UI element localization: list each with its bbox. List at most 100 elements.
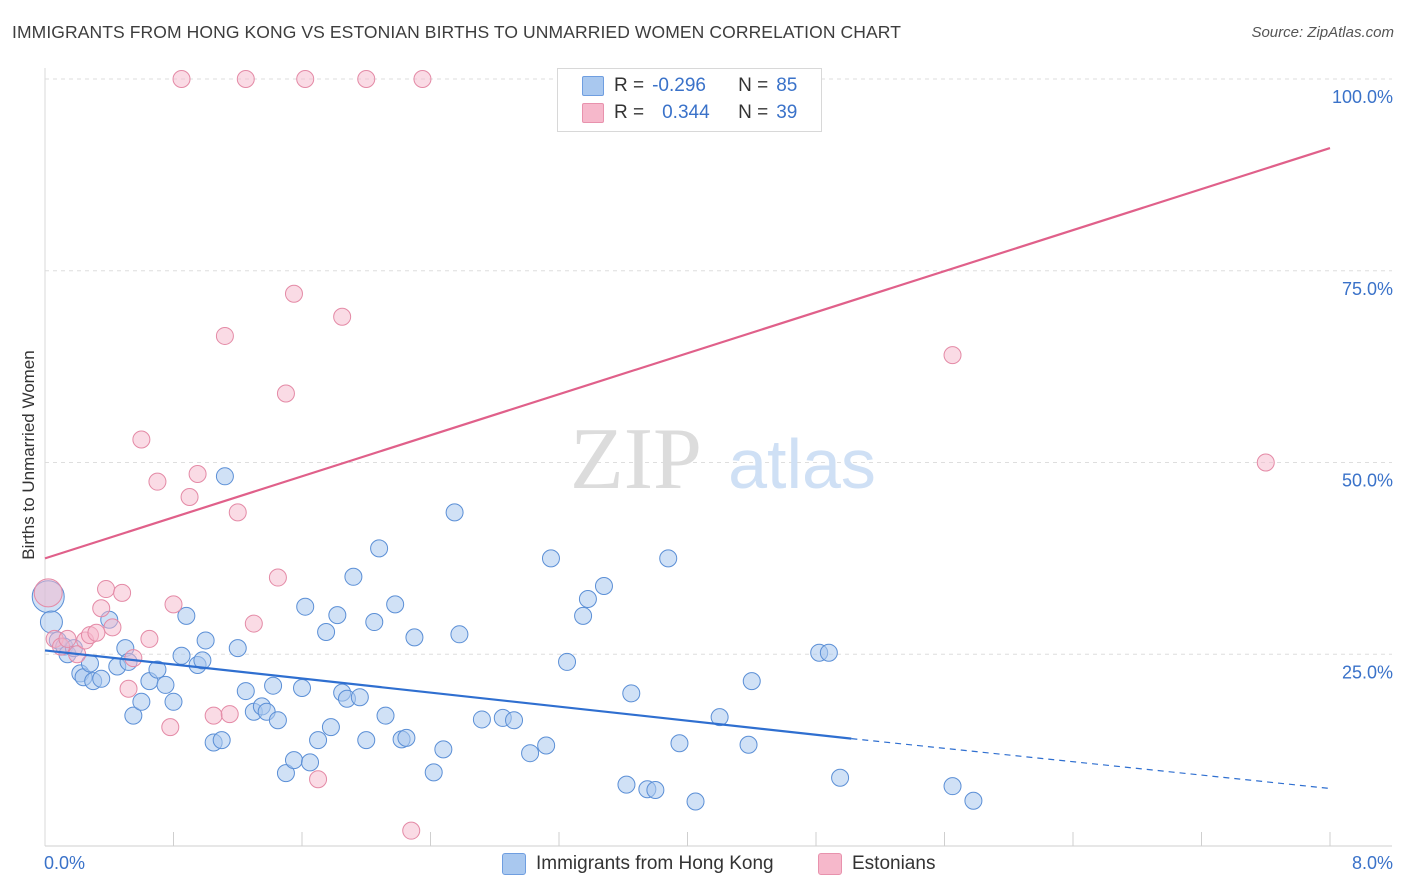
x-tick-label: 0.0% <box>44 853 85 873</box>
legend-swatch-pink <box>582 103 604 123</box>
bottom-legend-estonians: Estonians <box>818 851 935 877</box>
legend-r-value: 0.344 <box>662 102 710 123</box>
hong-kong-point <box>424 763 443 782</box>
trend-lines <box>44 146 1331 790</box>
hong-kong-point <box>156 675 175 694</box>
y-axis-label: Births to Unmarried Women <box>19 350 38 559</box>
estonians-point <box>1256 453 1275 472</box>
bottom-legend-hong-kong: Immigrants from Hong Kong <box>502 851 774 877</box>
hong-kong-point <box>397 728 416 747</box>
watermark: ZIP atlas <box>570 411 876 508</box>
hong-kong-point <box>284 751 303 770</box>
estonians-point <box>161 718 180 737</box>
hong-kong-point <box>124 706 143 725</box>
hong-kong-point <box>370 539 389 558</box>
legend-swatch-blue <box>582 76 604 96</box>
estonians-point <box>284 284 303 303</box>
hong-kong-point <box>376 706 395 725</box>
estonians-point <box>268 568 287 587</box>
hong-kong-point <box>215 467 234 486</box>
hong-kong-point <box>659 549 678 568</box>
bottom-legend-swatch-pink <box>818 853 842 875</box>
hong-kong-point <box>670 734 689 753</box>
hong-kong-point <box>92 669 111 688</box>
estonians-point <box>140 629 159 648</box>
estonians-point <box>220 705 239 724</box>
hong-kong-point <box>450 625 469 644</box>
source-label: Source: ZipAtlas.com <box>1251 24 1394 41</box>
estonians-point <box>103 618 122 637</box>
hong-kong-point <box>622 684 641 703</box>
estonians-point <box>119 679 138 698</box>
axes <box>44 68 1392 847</box>
correlation-legend: R = -0.296 N = 85 R = 0.344 N = 39 <box>557 68 822 132</box>
legend-r-label: R = <box>614 102 645 123</box>
estonians-point <box>236 70 255 88</box>
estonians-point <box>97 580 116 599</box>
estonians-point <box>296 70 315 88</box>
bottom-legend-label: Immigrants from Hong Kong <box>536 853 774 874</box>
estonians-point <box>124 649 143 668</box>
estonians-point <box>276 384 295 403</box>
hong-kong-point <box>196 631 215 650</box>
hong-kong-point <box>742 672 761 691</box>
estonians-point <box>228 503 247 522</box>
y-tick-label: 75.0% <box>1342 279 1393 299</box>
hong-kong-point <box>164 692 183 711</box>
bottom-legend-swatch-blue <box>502 853 526 875</box>
hong-kong-point <box>296 597 315 616</box>
legend-r-value: -0.296 <box>652 75 706 96</box>
hong-kong-point <box>276 764 295 783</box>
hong-kong-point <box>228 639 247 658</box>
y-tick-label: 25.0% <box>1342 662 1393 682</box>
watermark-zip: ZIP <box>570 411 702 508</box>
estonians-point <box>180 488 199 507</box>
hong-kong-point <box>537 736 556 755</box>
hong-kong-point <box>177 606 196 625</box>
hong-kong-point <box>350 688 369 707</box>
hong-kong-point <box>344 567 363 586</box>
hong-kong-point <box>321 718 340 737</box>
hong-kong-point <box>578 590 597 609</box>
x-tick-label: 8.0% <box>1352 853 1393 873</box>
legend-n-value: 85 <box>776 75 798 96</box>
hong-kong-point <box>293 678 311 697</box>
estonians-point <box>132 430 151 449</box>
series-hong-kong-points <box>31 467 983 811</box>
legend-row-hong-kong: R = -0.296 N = 85 <box>582 74 797 98</box>
legend-n-label: N = <box>738 75 769 96</box>
hong-kong-point <box>558 652 577 671</box>
hong-kong-point <box>710 708 729 727</box>
estonians-point <box>113 583 132 602</box>
hong-kong-point <box>819 643 838 662</box>
estonians-point <box>172 70 191 88</box>
estonians-point <box>58 629 77 648</box>
legend-n-value: 39 <box>776 102 798 123</box>
legend-r-label: R = <box>614 75 645 96</box>
hong-kong-point <box>301 753 320 772</box>
estonians-point <box>309 770 328 789</box>
hong-kong-trend-extension <box>851 738 1331 790</box>
estonians-point <box>215 326 234 345</box>
hong-kong-point <box>236 682 255 701</box>
hong-kong-point <box>574 606 593 625</box>
hong-kong-point <box>132 692 151 711</box>
estonians-point <box>33 578 63 608</box>
hong-kong-point <box>268 711 287 730</box>
hong-kong-point <box>617 775 636 794</box>
hong-kong-point <box>831 768 850 787</box>
hong-kong-trend-line <box>44 649 852 740</box>
grid-lines <box>45 78 1392 655</box>
hong-kong-point <box>365 613 384 632</box>
hong-kong-point <box>646 781 665 800</box>
hong-kong-point <box>405 628 424 647</box>
watermark-atlas: atlas <box>728 425 876 503</box>
legend-row-estonians: R = 0.344 N = 39 <box>582 101 797 125</box>
estonians-point <box>188 465 207 484</box>
hong-kong-point <box>357 731 376 750</box>
hong-kong-point <box>434 740 453 759</box>
hong-kong-point <box>264 676 283 695</box>
estonians-point <box>164 595 183 614</box>
estonians-point <box>357 70 376 88</box>
